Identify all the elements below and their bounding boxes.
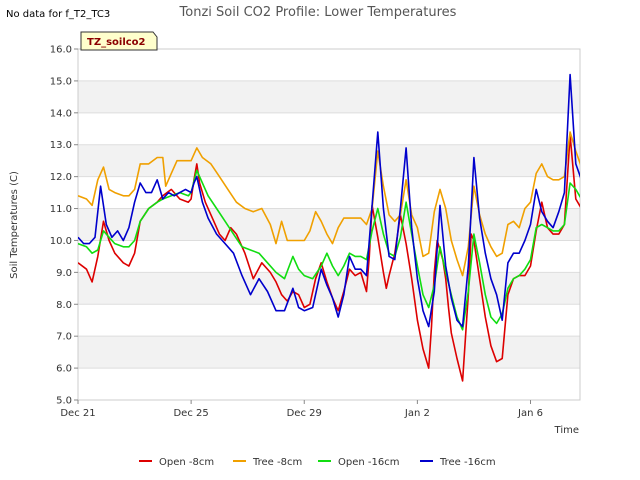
x-tick-label: Jan 2: [404, 408, 430, 419]
badge-label: TZ_soilco2: [87, 37, 146, 48]
y-tick-label: 9.0: [56, 268, 72, 279]
y-tick-label: 7.0: [56, 332, 72, 343]
legend-label-tree-16cm: Tree -16cm: [439, 457, 496, 468]
legend-label-tree-8cm: Tree -8cm: [252, 457, 302, 468]
tz-soilco2-badge: TZ_soilco2: [80, 31, 158, 51]
y-tick-label: 5.0: [56, 396, 72, 407]
y-tick-label: 12.0: [50, 172, 72, 183]
x-tick-label: Dec 25: [173, 408, 208, 419]
series-line-tree-16cm: [78, 73, 580, 328]
badge-box: [80, 31, 158, 51]
series-line-open-16cm: [78, 169, 580, 331]
chart-title: Tonzi Soil CO2 Profile: Lower Temperatur…: [179, 5, 457, 20]
x-tick-label: Jan 6: [517, 408, 543, 419]
y-tick-label: 10.0: [50, 236, 72, 247]
series-lines: [78, 73, 580, 382]
y-tick-label: 6.0: [56, 364, 72, 375]
background-band: [78, 80, 580, 113]
x-axis-label: Time: [554, 425, 579, 436]
legend: Open -8cm Tree -8cm Open -16cm Tree -16cm: [139, 457, 496, 468]
plot-area-frame: [77, 48, 581, 401]
y-tick-label: 13.0: [50, 140, 72, 151]
x-tick-label: Dec 21: [60, 408, 95, 419]
y-tick-label: 11.0: [50, 204, 72, 215]
no-data-note: No data for f_T2_TC3: [6, 9, 110, 20]
legend-label-open-8cm: Open -8cm: [159, 457, 214, 468]
background-band: [78, 144, 580, 177]
y-axis-label: Soil Temperatures (C): [9, 171, 20, 279]
background-band: [78, 336, 580, 369]
x-tick-label: Dec 29: [287, 408, 322, 419]
y-tick-label: 8.0: [56, 300, 72, 311]
y-tick-label: 15.0: [50, 76, 72, 87]
y-axis-ticks: 5.0 6.0 7.0 8.0 9.0 10.0 11.0 12.0 13.0 14.0 15.0 1…: [50, 45, 78, 407]
legend-label-open-16cm: Open -16cm: [338, 457, 399, 468]
series-line-tree-8cm: [78, 131, 580, 277]
y-tick-label: 16.0: [50, 45, 72, 56]
y-tick-label: 14.0: [50, 108, 72, 119]
background-band: [78, 208, 580, 241]
x-axis-ticks: Dec 21 Dec 25 Dec 29 Jan 2 Jan 6: [60, 400, 543, 419]
